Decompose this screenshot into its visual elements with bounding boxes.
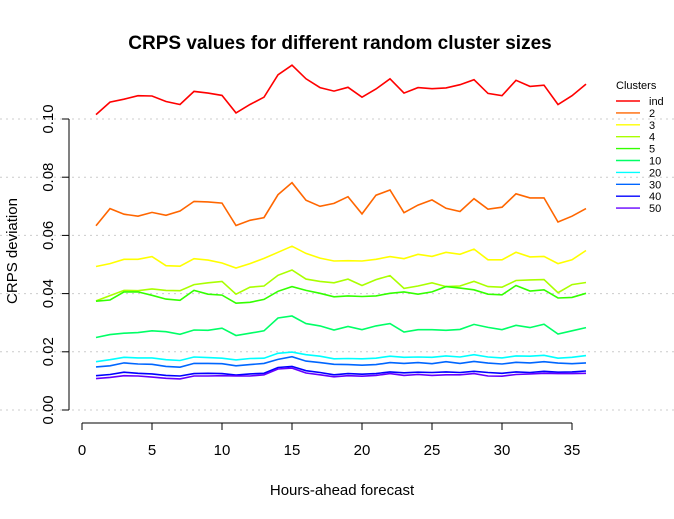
x-tick-label: 15: [284, 442, 301, 459]
y-tick-label: 0.04: [40, 279, 57, 308]
grid-lines: [0, 118, 674, 411]
x-tick-label: 35: [564, 442, 581, 459]
series-line-10: [95, 315, 587, 339]
series-line-4: [95, 269, 587, 302]
y-tick-label: 0.06: [40, 221, 57, 250]
legend-label: 20: [649, 167, 661, 179]
legend-label: 40: [649, 191, 661, 203]
y-tick-label: 0.02: [40, 337, 57, 366]
legend-label: 3: [649, 120, 655, 132]
axes: [68, 119, 572, 424]
series-lines: [95, 64, 587, 380]
y-axis-label: CRPS deviation: [4, 198, 21, 304]
series-line-30: [95, 355, 587, 369]
legend-label: 4: [649, 132, 655, 144]
legend-label: 2: [649, 108, 655, 120]
x-tick-label: 5: [148, 442, 156, 459]
legend-label: ind: [649, 96, 664, 108]
y-tick-label: 0.10: [40, 104, 57, 133]
y-axis-ticks: 0.00 0.02 0.04 0.06 0.08 0.10: [40, 104, 69, 425]
legend-label: 10: [649, 156, 661, 168]
series-line-40: [95, 365, 587, 377]
chart-title: CRPS values for different random cluster…: [128, 33, 551, 54]
legend-title: Clusters: [616, 80, 657, 92]
y-tick-label: 0.08: [40, 163, 57, 192]
x-tick-label: 25: [424, 442, 441, 459]
x-tick-label: 20: [354, 442, 371, 459]
legend-label: 50: [649, 203, 661, 215]
x-axis-label: Hours-ahead forecast: [270, 482, 415, 499]
series-line-2: [95, 181, 587, 227]
x-tick-label: 30: [494, 442, 511, 459]
series-line-50: [95, 367, 587, 380]
series-line-3: [95, 245, 587, 269]
series-line-ind: [95, 64, 587, 116]
series-line-20: [95, 351, 587, 363]
series-line-5: [95, 284, 587, 305]
legend-label: 30: [649, 179, 661, 191]
x-axis-ticks: 0 5 10 15 20 25 30 35: [78, 423, 581, 459]
y-tick-label: 0.00: [40, 395, 57, 424]
x-tick-label: 0: [78, 442, 86, 459]
x-tick-label: 10: [214, 442, 231, 459]
legend-label: 5: [649, 144, 655, 156]
